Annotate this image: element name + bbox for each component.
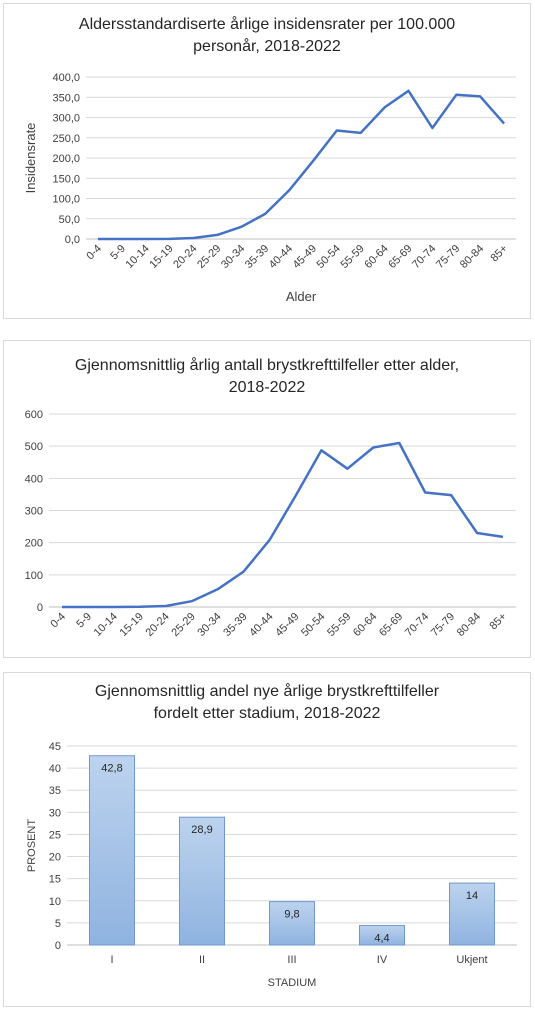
y-tick-label: 20 [49,852,61,864]
chart-title-line1: Gjennomsnittlig årlig antall brystkreftt… [74,357,460,374]
chart-title-line1: Gjennomsnittlig andel nye årlige brystkr… [94,683,440,700]
bar [179,816,225,946]
line-chart-incidence-rate: 0,0 50,0 100,0 150,0 200,0 250,0 300,0 350,0 400… [23,72,516,304]
y-axis-label: PROSENT [26,819,38,872]
x-tick-label: 65-69 [377,611,405,639]
x-tick-label: 70-74 [410,243,438,271]
x-tick-label: 30-34 [195,611,223,639]
chart-panel-stage-distribution: Gjennomsnittlig andel nye årlige brystkr… [3,672,531,1007]
x-tick-label: 55-59 [338,243,366,271]
chart-title: Gjennomsnittlig andel nye årlige brystkr… [4,681,530,725]
x-tick-label: 60-64 [362,243,390,271]
line-chart-case-count: 0 100 200 300 400 500 600 0-4 5-910-1415-1920-24… [25,409,516,639]
y-tick-label: 45 [49,741,61,753]
y-tick-label: 300,0 [52,113,80,125]
bar [269,901,315,946]
y-tick-label: 40 [49,763,61,775]
x-tick-label: 25-29 [169,611,197,639]
bar [89,755,135,946]
chart-title: Gjennomsnittlig årlig antall brystkreftt… [4,355,530,399]
y-tick-label: 10 [49,896,61,908]
x-tick-label: 30-34 [219,243,247,271]
x-tick-label: 15-19 [118,611,146,639]
x-tick-label: 10-14 [123,243,151,271]
y-tick-label: 350,0 [52,92,80,104]
x-tick-label: 5-9 [108,243,128,263]
x-tick-label: III [287,954,296,966]
y-tick-label: 200 [25,538,43,550]
x-tick-label: 20-24 [143,611,171,639]
x-tick-label: 5-9 [74,611,94,631]
chart-title-line2: personår, 2018-2022 [193,38,341,55]
x-tick-label: 10-14 [92,611,120,639]
bar [449,882,495,946]
x-tick-label: 15-19 [147,243,175,271]
x-tick-label: 0-4 [84,243,104,263]
chart-panel-incidence-rate: Aldersstandardiserte årlige insidensrate… [3,3,531,319]
x-tick-label: 80-84 [458,243,486,271]
bar-data-label: 28,9 [191,824,212,836]
x-tick-label: 35-39 [221,611,249,639]
x-tick-label: 40-44 [247,611,275,639]
x-axis-label: Alder [286,289,317,304]
bar-chart-stage-distribution: 0 5 10 15 20 25 30 35 40 45 42,8 I 28,9 II 9,8 III 4,4 IV… [26,741,517,989]
bar-data-label: 9,8 [284,909,299,921]
y-tick-label: 0,0 [65,234,80,246]
bar-data-label: 42,8 [101,763,122,775]
x-tick-label: 25-29 [195,243,223,271]
x-tick-label: 65-69 [386,243,414,271]
y-tick-label: 150,0 [52,173,80,185]
x-tick-label: 85+ [488,243,510,265]
x-tick-label: 85+ [487,611,509,633]
x-tick-label: I [110,954,113,966]
y-tick-label: 400 [25,473,43,485]
chart-title-line2: fordelt etter stadium, 2018-2022 [153,705,381,722]
chart-panel-case-count: Gjennomsnittlig årlig antall brystkreftt… [3,340,531,658]
chart-title-line1: Aldersstandardiserte årlige insidensrate… [78,16,456,33]
chart-title-line2: 2018-2022 [228,379,306,396]
x-tick-label: 40-44 [267,243,295,271]
y-tick-label: 300 [25,506,43,518]
x-tick-label: 70-74 [403,611,431,639]
bar-data-label: 14 [466,890,478,902]
x-tick-label: 80-84 [455,611,483,639]
y-tick-label: 15 [49,874,61,886]
x-tick-label: 50-54 [299,611,327,639]
x-tick-label: II [199,954,205,966]
y-tick-label: 50,0 [59,214,80,226]
y-tick-label: 35 [49,785,61,797]
x-tick-label: 75-79 [434,243,462,271]
x-tick-label: 60-64 [351,611,379,639]
x-tick-label: 75-79 [429,611,457,639]
y-tick-label: 400,0 [52,72,80,84]
bar [359,925,405,946]
x-tick-label: 20-24 [171,243,199,271]
x-tick-label: 45-49 [273,611,301,639]
y-tick-label: 500 [25,441,43,453]
x-tick-label: Ukjent [456,954,487,966]
chart-title: Aldersstandardiserte årlige insidensrate… [4,14,530,58]
x-axis-label: STADIUM [268,977,317,989]
y-tick-label: 600 [25,409,43,421]
y-tick-label: 0 [37,602,43,614]
y-tick-label: 5 [55,918,61,930]
series-line [62,441,504,609]
y-tick-label: 25 [49,829,61,841]
x-tick-label: 55-59 [325,611,353,639]
y-tick-label: 100 [25,570,43,582]
x-tick-label: 0-4 [48,611,68,631]
y-tick-label: 0 [55,940,61,952]
y-tick-label: 100,0 [52,194,80,206]
y-tick-label: 250,0 [52,133,80,145]
y-tick-label: 200,0 [52,153,80,165]
bar-data-label: 4,4 [374,933,389,945]
x-tick-label: 50-54 [315,243,343,271]
series-line [97,89,506,241]
y-axis-label: Insidensrate [23,123,38,194]
y-tick-label: 30 [49,807,61,819]
x-tick-label: IV [377,954,388,966]
x-tick-label: 35-39 [243,243,271,271]
x-tick-label: 45-49 [291,243,319,271]
